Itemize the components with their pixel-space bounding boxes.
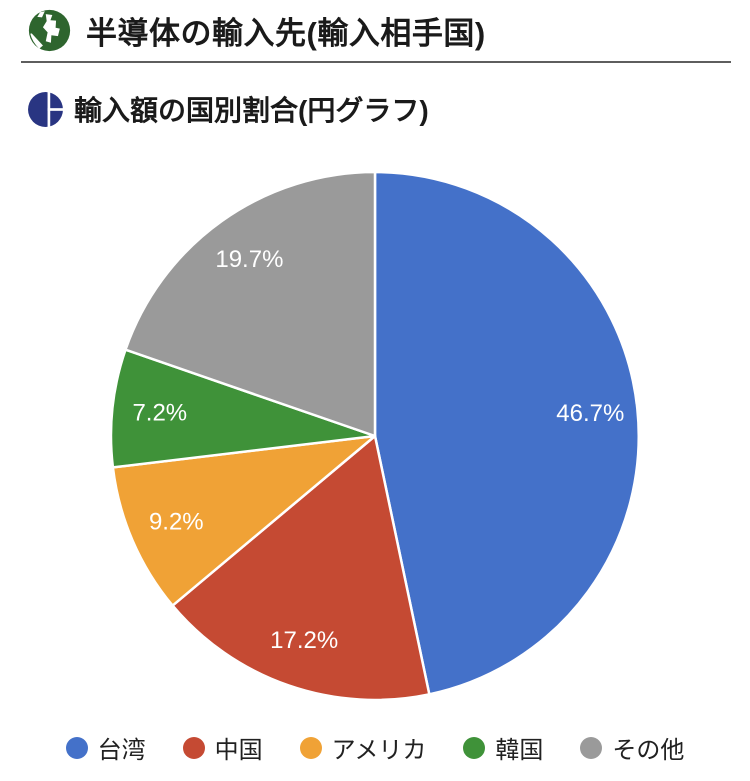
pie-slice-4 (124, 170, 377, 438)
legend-label-4: その他 (612, 737, 685, 764)
pie-slice-label-2: 9.2% (149, 509, 204, 536)
legend-item-2: アメリカ (299, 730, 427, 765)
legend-item-4: その他 (580, 730, 684, 765)
pie-chart-icon (28, 90, 64, 128)
page-title-text: 半導体の輸入先(輸入相手国) (86, 16, 486, 51)
pie-slice-3 (109, 348, 377, 469)
legend-swatch-4 (580, 736, 603, 759)
pie-chart: 46.7% 17.2% 9.2% 7.2% 19.7% (0, 151, 750, 726)
pie-slice-label-3: 7.2% (132, 399, 187, 426)
legend-item-0: 台湾 (65, 730, 146, 765)
legend-label-0: 台湾 (97, 737, 146, 764)
pie-slice-label-0: 46.7% (556, 400, 624, 427)
legend-label-1: 中国 (214, 737, 263, 764)
section-title-text: 輸入額の国別割合(円グラフ) (74, 95, 429, 126)
section-title: 輸入額の国別割合(円グラフ) (27, 89, 730, 129)
legend-label-2: アメリカ (331, 737, 427, 764)
pie-chart-canvas: 46.7% 17.2% 9.2% 7.2% 19.7% (109, 170, 640, 702)
legend-swatch-0 (65, 736, 88, 759)
chart-legend: 台湾 中国 アメリカ 韓国 その他 (0, 730, 750, 765)
pie-slice-0 (373, 170, 640, 696)
pie-slice-label-1: 17.2% (270, 627, 338, 654)
globe-icon (28, 9, 71, 52)
page-title: 半導体の輸入先(輸入相手国) (21, 0, 731, 63)
legend-item-1: 中国 (182, 730, 263, 765)
legend-swatch-3 (463, 736, 486, 759)
pie-slice-label-4: 19.7% (215, 246, 283, 273)
legend-swatch-2 (299, 736, 322, 759)
legend-label-3: 韓国 (495, 737, 544, 764)
legend-swatch-1 (182, 736, 205, 759)
legend-item-3: 韓国 (463, 730, 543, 765)
pie-slice-1 (171, 434, 431, 702)
pie-slice-2 (111, 434, 377, 607)
